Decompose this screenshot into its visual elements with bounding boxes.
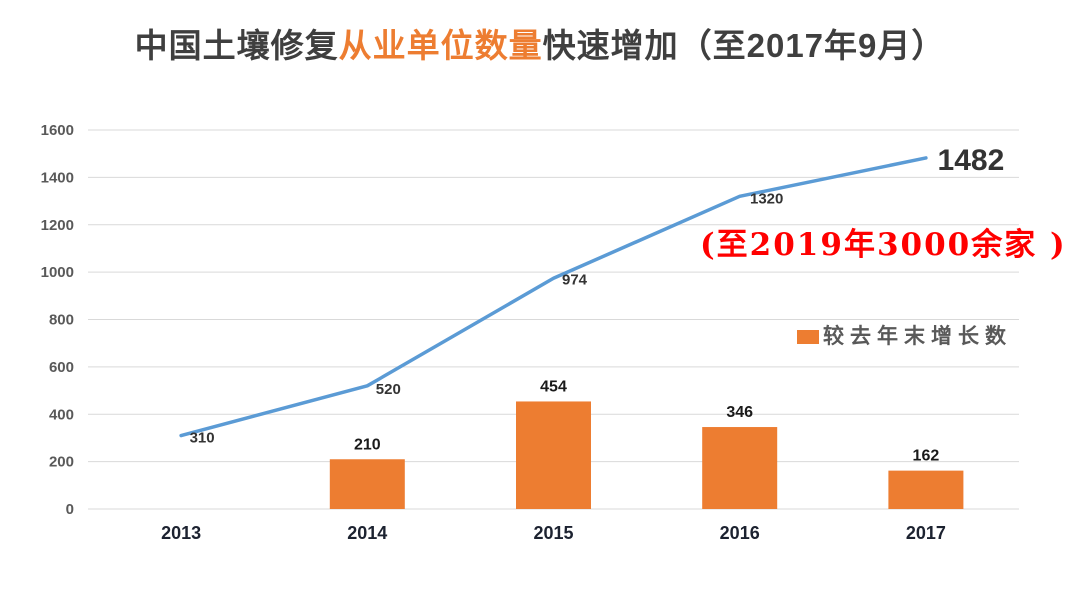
bar-value-label-2017: 162: [913, 448, 940, 465]
line-value-label-2016: 1320: [750, 190, 783, 207]
bar-2015: [516, 401, 591, 509]
legend: 较去年末增长数: [797, 326, 1012, 348]
bar-value-label-2014: 210: [354, 436, 381, 453]
x-axis-tick-2017: 2017: [906, 523, 946, 543]
chart-title: 中国土壤修复从业单位数量快速增加（至2017年9月）: [0, 22, 1080, 70]
bar-value-label-2016: 346: [726, 404, 753, 421]
y-axis-tick-1400: 1400: [41, 169, 74, 186]
bar-2017: [888, 470, 964, 509]
x-axis-tick-2014: 2014: [347, 523, 387, 543]
y-axis-tick-1600: 1600: [41, 122, 74, 139]
x-axis-tick-2015: 2015: [533, 523, 573, 543]
line-value-label-2015: 974: [562, 271, 588, 288]
line-value-label-2013: 310: [190, 430, 215, 447]
y-axis-tick-200: 200: [49, 454, 74, 471]
y-axis-tick-400: 400: [49, 406, 74, 423]
title-prefix: 中国土壤修复: [134, 27, 339, 64]
legend-label: 较去年末增长数: [823, 325, 1012, 348]
title-suffix: 快速增加（至2017年9月）: [542, 27, 946, 64]
y-axis-tick-1200: 1200: [41, 217, 74, 234]
y-axis-tick-0: 0: [66, 501, 74, 518]
line-value-label-2014: 520: [376, 381, 401, 398]
y-axis-tick-1000: 1000: [41, 264, 74, 281]
bar-2016: [702, 427, 778, 509]
x-axis-tick-2016: 2016: [720, 523, 760, 543]
bar-2014: [329, 459, 405, 509]
y-axis-tick-800: 800: [49, 312, 74, 329]
red-annotation: (至2019年3000余家 ): [700, 227, 1067, 263]
title-highlight: 从业单位数量: [338, 27, 543, 64]
legend-swatch: [797, 330, 819, 344]
trend-line: [179, 156, 928, 438]
bar-value-label-2015: 454: [540, 378, 567, 395]
line-value-label-emphasized-2017: 1482: [938, 144, 1005, 177]
y-axis-tick-600: 600: [49, 359, 74, 376]
x-axis-tick-2013: 2013: [161, 523, 201, 543]
